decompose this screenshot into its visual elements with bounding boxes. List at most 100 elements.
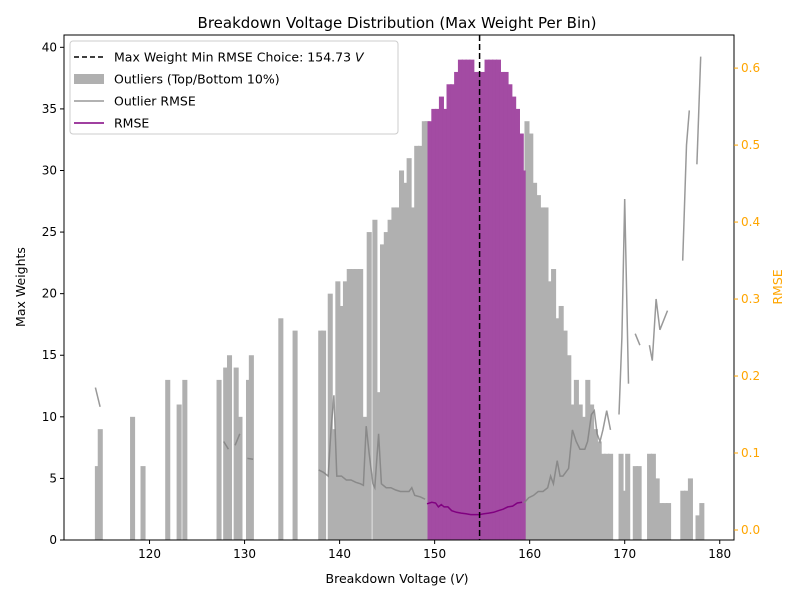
y-tick-label: 20 (42, 287, 57, 301)
outlier-bar (585, 379, 591, 540)
outlier-bar (600, 453, 606, 540)
outlier-bar (524, 121, 530, 540)
outlier-bar (318, 330, 324, 540)
y2-tick-label: 0.0 (741, 523, 760, 537)
outlier-bar (539, 207, 545, 540)
outlier-bar (577, 404, 583, 540)
inlier-bar (465, 59, 471, 540)
y-axis-label: Max Weights (13, 247, 28, 327)
outlier-bar (654, 478, 660, 540)
outlier-bar (140, 466, 146, 540)
outlier-bar (424, 121, 430, 540)
outlier-bar (358, 269, 364, 540)
y-tick-label: 25 (42, 225, 57, 239)
x-tick-label: 150 (423, 547, 446, 561)
outlier-bar (658, 503, 664, 540)
outlier-bar (332, 429, 338, 540)
outlier-bar (566, 355, 572, 540)
y-tick-label: 40 (42, 40, 57, 54)
inlier-bar (457, 59, 463, 540)
outlier-bar (339, 305, 345, 540)
inlier-bar (480, 71, 486, 540)
outlier-bar (618, 453, 624, 540)
outlier-bar (528, 133, 534, 540)
outlier-bar (278, 318, 284, 540)
outlier-bar (592, 429, 598, 540)
rmse-line (426, 501, 523, 516)
outlier-bar (636, 466, 642, 540)
outlier-bar (410, 207, 416, 540)
outlier-bar (687, 478, 693, 540)
inlier-bar (499, 71, 505, 540)
outlier-bar (402, 182, 408, 540)
y-tick-label: 15 (42, 348, 57, 362)
outlier-bar (589, 404, 595, 540)
outlier-bar (421, 121, 427, 540)
outlier-bar (596, 441, 602, 540)
chart-title: Breakdown Voltage Distribution (Max Weig… (198, 14, 597, 32)
outlier-bar (662, 503, 668, 540)
y-tick-label: 10 (42, 410, 57, 424)
outlier-bar (535, 195, 541, 540)
outlier-bar (391, 207, 397, 540)
outlier-bar (354, 269, 360, 540)
y-axis-right: 0.0 0.1 0.2 0.3 0.4 0.5 0.6 (734, 61, 760, 537)
outlier-bar (532, 182, 538, 540)
outlier-bar (666, 503, 672, 540)
plot-frame (63, 34, 735, 541)
x-tick-label: 180 (708, 547, 731, 561)
y2-tick-label: 0.3 (741, 292, 760, 306)
outlier-bar (543, 207, 549, 540)
y2-tick-label: 0.5 (741, 138, 760, 152)
outlier-bar (216, 379, 222, 540)
inlier-bar (450, 84, 456, 540)
inlier-bar (511, 96, 517, 541)
outlier-bar (165, 379, 171, 540)
x-tick-label: 120 (138, 547, 161, 561)
outlier-bar (680, 490, 686, 540)
y2-axis-label: RMSE (770, 269, 785, 304)
inlier-bar (507, 84, 513, 540)
legend-box (69, 40, 399, 135)
x-tick-label: 170 (613, 547, 636, 561)
inlier-bar (427, 121, 433, 540)
x-axis-label: Breakdown Voltage (V) (326, 571, 469, 586)
bars-group (94, 59, 705, 541)
outlier-bar (632, 466, 638, 540)
y-tick-label: 0 (49, 533, 57, 547)
outlier-bar (342, 281, 348, 540)
legend-swatch (74, 74, 104, 84)
outlier-bar (130, 416, 136, 540)
inlier-bar (492, 59, 498, 540)
outlier-rmse-line (247, 457, 254, 460)
legend-label: RMSE (114, 116, 149, 131)
y-tick-label: 30 (42, 163, 57, 177)
outlier-bar (604, 453, 610, 540)
y-tick-label: 35 (42, 102, 57, 116)
outlier-bar (399, 170, 405, 541)
outlier-bar (321, 330, 327, 540)
outlier-rmse-line (696, 56, 702, 165)
outlier-bar (97, 429, 103, 540)
outlier-rmse-line (94, 387, 101, 407)
legend-label: Outliers (Top/Bottom 10%) (114, 72, 280, 87)
outlier-rmse-line (523, 408, 612, 504)
inlier-bar (520, 170, 526, 541)
inlier-bar (484, 59, 490, 540)
outlier-rmse-line (234, 433, 241, 446)
outlier-bar (570, 404, 576, 540)
outlier-bar (695, 515, 701, 540)
outlier-bar (327, 293, 333, 540)
outlier-bar (379, 244, 386, 540)
y2-tick-label: 0.1 (741, 446, 760, 460)
legend-label: Outlier RMSE (114, 94, 196, 109)
outlier-bar (233, 367, 239, 540)
outlier-bar (573, 379, 579, 540)
outlier-rmse-line (634, 333, 641, 346)
inlier-bar (469, 59, 475, 540)
outlier-rmse-line (223, 441, 230, 450)
outlier-bar (366, 232, 372, 540)
outlier-bar (558, 305, 564, 540)
outlier-bar (237, 416, 243, 540)
